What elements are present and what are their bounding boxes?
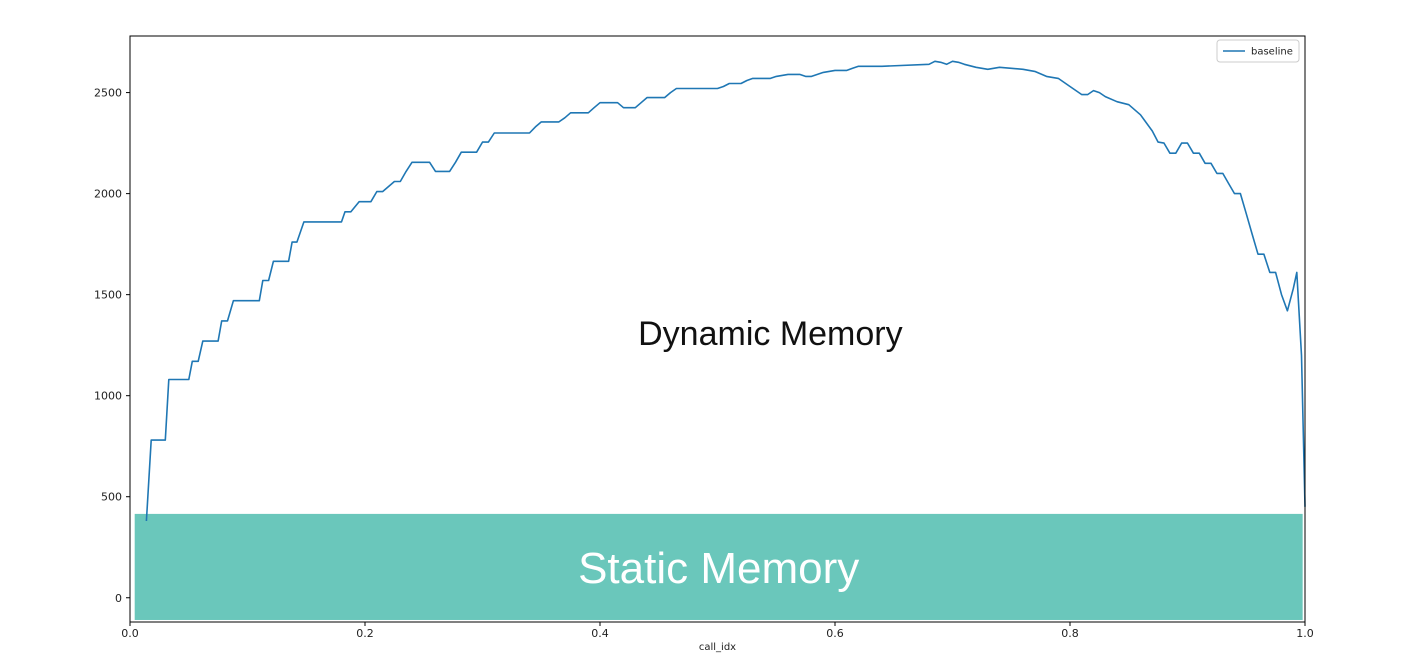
static-memory-block <box>134 513 1303 620</box>
y-axis-ticks: 0 500 1000 1500 2000 2500 <box>94 87 130 605</box>
x-tick-label: 0.4 <box>591 627 609 640</box>
x-tick-label: 0.8 <box>1061 627 1079 640</box>
y-tick-label: 0 <box>115 592 122 605</box>
static-memory-label: Static Memory <box>578 544 859 593</box>
y-tick-label: 500 <box>101 491 122 504</box>
series-layer <box>145 60 1306 522</box>
static-memory-region: Static Memory <box>134 513 1303 620</box>
dynamic-memory-label: Dynamic Memory <box>638 315 902 353</box>
x-axis-label: call_idx <box>699 642 736 653</box>
annotation-layer: Dynamic Memory <box>638 315 902 353</box>
x-tick-label: 1.0 <box>1296 627 1314 640</box>
x-tick-label: 0.0 <box>121 627 139 640</box>
legend-label-baseline: baseline <box>1251 47 1293 58</box>
y-tick-label: 1000 <box>94 390 122 403</box>
x-tick-label: 0.6 <box>826 627 844 640</box>
x-axis-ticks: 0.0 0.2 0.4 0.6 0.8 1.0 <box>121 622 1314 640</box>
y-tick-label: 2000 <box>94 188 122 201</box>
y-tick-label: 1500 <box>94 289 122 302</box>
plot-frame <box>129 35 1306 623</box>
legend: baseline <box>1216 39 1300 63</box>
y-tick-label: 2500 <box>94 87 122 100</box>
legend-box <box>1216 39 1300 63</box>
x-tick-label: 0.2 <box>356 627 374 640</box>
series-line-baseline <box>145 60 1306 522</box>
